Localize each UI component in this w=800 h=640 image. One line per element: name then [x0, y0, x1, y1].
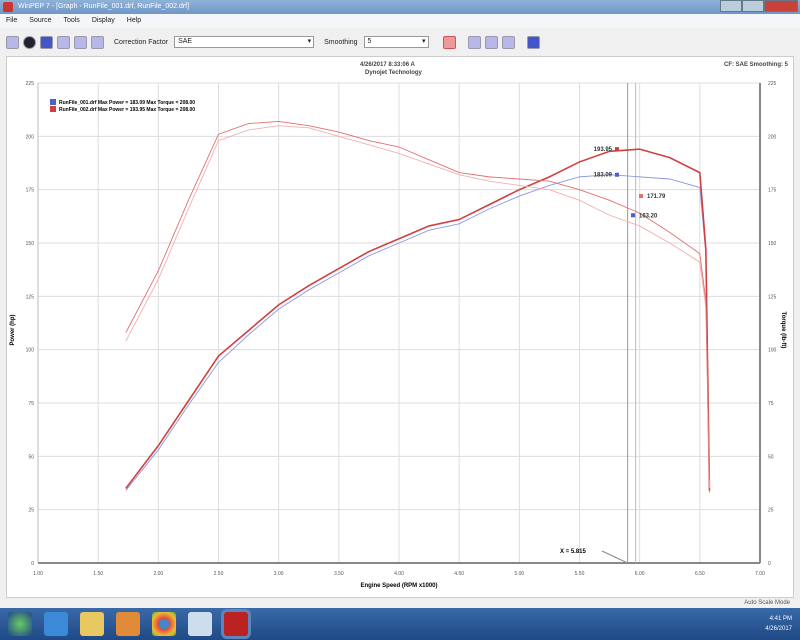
graph3-icon[interactable]	[74, 35, 87, 49]
menu-file[interactable]: File	[6, 17, 18, 24]
peak-marker	[639, 194, 643, 199]
start-button[interactable]	[8, 612, 32, 636]
copy-icon[interactable]	[501, 35, 515, 49]
explorer-icon[interactable]	[80, 612, 104, 636]
app-icon	[3, 2, 13, 12]
legend-entry: RunFile_002.drf Max Power = 193.95 Max T…	[59, 107, 195, 113]
y-tick-left: 225	[26, 81, 35, 87]
x-tick: 4.00	[394, 571, 404, 577]
menu-tools[interactable]: Tools	[63, 17, 80, 24]
title-bar: WinPEP 7 - [Graph - RunFile_001.drf, Run…	[0, 0, 800, 14]
x-tick: 1.00	[33, 571, 43, 577]
open-icon[interactable]	[6, 35, 19, 49]
cf-smoothing: CF: SAE Smoothing: 5	[724, 62, 788, 68]
y-tick-right: 200	[768, 134, 777, 140]
peak-marker	[615, 147, 619, 152]
globe-icon[interactable]	[23, 35, 36, 49]
y-tick-left: 0	[31, 561, 34, 567]
series-line-torque-run1	[125, 125, 710, 489]
menu-display[interactable]: Display	[91, 17, 115, 24]
y-tick-right: 125	[768, 294, 777, 300]
smoothing-label: Smoothing	[324, 38, 358, 46]
chrome-icon[interactable]	[152, 612, 176, 636]
cursor-readout: X = 5.815	[560, 549, 587, 555]
zoom-icon[interactable]	[467, 35, 481, 49]
graph4-icon[interactable]	[91, 35, 104, 49]
y-tick-right: 225	[768, 81, 777, 87]
legend-swatch	[50, 106, 56, 112]
x-tick: 5.00	[514, 571, 524, 577]
y-axis-right-label: Torque (lb-ft)	[780, 312, 786, 349]
peak-label: 183.09	[594, 173, 613, 179]
y-tick-right: 75	[768, 401, 774, 407]
y-tick-right: 100	[768, 348, 777, 354]
y-tick-left: 25	[28, 508, 34, 514]
x-axis-label: Engine Speed (RPM x1000)	[360, 583, 437, 589]
ie-icon[interactable]	[44, 612, 68, 636]
clock-date: 4/26/2017	[765, 626, 792, 632]
peak-marker	[631, 213, 635, 218]
y-tick-right: 0	[768, 561, 771, 567]
y-tick-left: 75	[28, 401, 34, 407]
x-tick: 5.50	[575, 571, 585, 577]
y-tick-right: 150	[768, 241, 777, 247]
x-tick: 4.50	[454, 571, 464, 577]
legend-entry: RunFile_001.drf Max Power = 183.09 Max T…	[59, 100, 195, 106]
minimize-button[interactable]	[720, 0, 742, 12]
correction-factor-select[interactable]: SAE	[174, 36, 315, 48]
y-tick-left: 150	[26, 241, 35, 247]
y-tick-left: 100	[26, 348, 35, 354]
graph-icon[interactable]	[40, 35, 53, 49]
notepad-icon[interactable]	[188, 612, 212, 636]
peak-marker	[615, 172, 619, 177]
print-icon[interactable]	[484, 35, 498, 49]
menu-bar: File Source Tools Display Help	[0, 14, 800, 28]
x-tick: 3.50	[334, 571, 344, 577]
x-tick: 2.50	[214, 571, 224, 577]
toolbar: Correction Factor SAE Smoothing 5	[0, 30, 800, 54]
company-name: Dynojet Technology	[365, 70, 422, 76]
peak-label: 171.79	[647, 194, 666, 200]
y-tick-left: 125	[26, 294, 35, 300]
taskbar: 4:41 PM 4/26/2017	[0, 608, 800, 640]
winpep-icon[interactable]	[224, 612, 248, 636]
series-line-power-run1	[125, 174, 710, 493]
run-datetime: 4/26/2017 8:33:06 A	[360, 62, 415, 68]
maximize-button[interactable]	[742, 0, 764, 12]
delete-icon[interactable]	[442, 35, 456, 49]
chart-panel	[6, 56, 794, 598]
menu-help[interactable]: Help	[126, 17, 142, 24]
x-tick: 1.50	[93, 571, 103, 577]
series-line-power-run2	[125, 148, 711, 491]
x-tick: 6.50	[695, 571, 705, 577]
x-tick: 6.00	[635, 571, 645, 577]
crosshair-icon[interactable]	[526, 35, 540, 49]
status-bar: Auto Scale Mode	[744, 600, 790, 606]
window-title: WinPEP 7 - [Graph - RunFile_001.drf, Run…	[18, 3, 190, 10]
system-tray[interactable]: 4:41 PM 4/26/2017	[765, 614, 792, 634]
legend-swatch	[50, 99, 56, 105]
dyno-chart[interactable]: 0 0 25 25 50 50 75 75 100 100 125 125 150 150 175 175 20…	[0, 0, 800, 600]
peak-label: 163.20	[639, 213, 658, 219]
y-tick-left: 200	[26, 134, 35, 140]
y-tick-left: 175	[26, 188, 35, 194]
y-tick-left: 50	[28, 454, 34, 460]
media-icon[interactable]	[116, 612, 140, 636]
correction-factor-label: Correction Factor	[114, 38, 169, 46]
smoothing-select[interactable]: 5	[363, 36, 429, 48]
x-tick: 3.00	[274, 571, 284, 577]
y-tick-right: 175	[768, 188, 777, 194]
y-tick-right: 50	[768, 454, 774, 460]
y-tick-right: 25	[768, 508, 774, 514]
series-line-torque-run2	[125, 120, 710, 480]
clock-time: 4:41 PM	[769, 616, 792, 622]
menu-source[interactable]: Source	[29, 17, 52, 24]
y-axis-left-label: Power (hp)	[10, 314, 16, 345]
graph2-icon[interactable]	[57, 35, 70, 49]
cursor-leader	[601, 550, 628, 564]
peak-label: 193.95	[594, 147, 613, 153]
x-tick: 7.00	[755, 571, 765, 577]
x-tick: 2.00	[153, 571, 163, 577]
close-button[interactable]	[764, 0, 798, 12]
